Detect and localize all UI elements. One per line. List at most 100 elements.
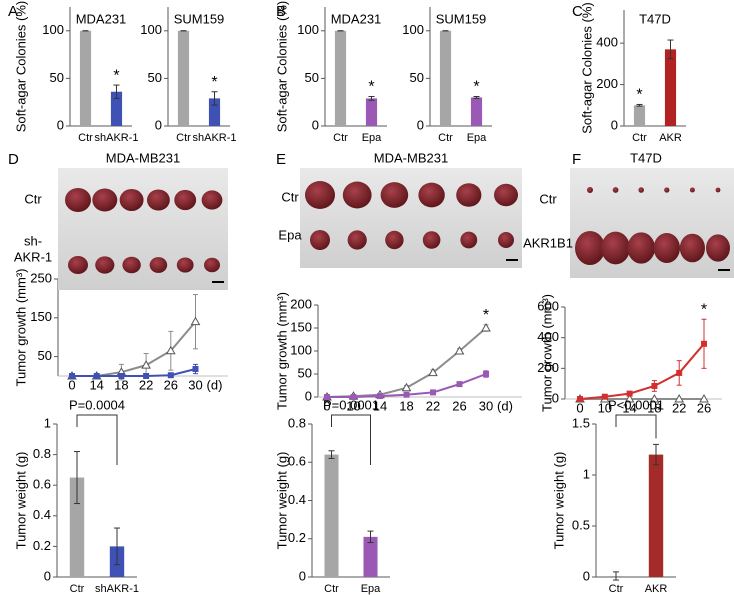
x-tick-label: 0 xyxy=(323,398,330,413)
significance-star: * xyxy=(636,87,642,104)
bar xyxy=(633,105,646,126)
tumor xyxy=(310,230,330,250)
photo-title: MDA-MB231 xyxy=(106,150,180,165)
tumor xyxy=(460,231,478,249)
y-tick-label: 0 xyxy=(57,117,64,132)
tumor xyxy=(456,183,482,207)
marker xyxy=(118,373,125,379)
bar xyxy=(69,477,85,577)
x-tick-label: AKR xyxy=(659,132,682,144)
y-tick-label: 100 xyxy=(42,22,64,37)
x-tick-label: 22 xyxy=(672,400,686,415)
x-tick-label: shAKR-1 xyxy=(95,583,139,595)
panel-letter: A xyxy=(8,3,18,20)
tumor xyxy=(95,256,115,274)
tumor xyxy=(587,187,593,193)
x-tick-label: 10 xyxy=(598,400,612,415)
y-tick-label: 150 xyxy=(30,309,52,324)
chart-title: T47D xyxy=(639,11,671,26)
marker xyxy=(626,390,633,397)
y-axis-label: Tumor weight (g) xyxy=(551,452,566,550)
y-axis-label: Tumor growth (mm³) xyxy=(539,294,554,412)
photo xyxy=(300,168,522,268)
x-tick-label: 14 xyxy=(622,400,636,415)
series-line xyxy=(579,343,705,400)
x-tick-label: 0 xyxy=(576,400,583,415)
marker xyxy=(377,393,383,400)
tumor xyxy=(664,187,670,193)
x-tick-label: Epa xyxy=(361,583,381,595)
marker xyxy=(649,393,660,403)
y-tick-label: 0 xyxy=(312,117,319,132)
bar xyxy=(79,30,92,126)
y-tick-label: 0.2 xyxy=(288,530,306,545)
tumor xyxy=(201,190,223,210)
x-tick-label: Ctr xyxy=(70,583,85,595)
tumor xyxy=(204,257,220,273)
x-tick-label: Ctr xyxy=(609,583,624,595)
x-tick-label: 18 xyxy=(647,400,661,415)
y-tick-label: 0.4 xyxy=(288,492,306,507)
x-tick-label: 0 xyxy=(68,377,75,392)
bar xyxy=(110,91,123,126)
marker xyxy=(454,345,465,355)
marker xyxy=(483,371,489,377)
marker xyxy=(430,389,436,396)
marker xyxy=(624,393,635,403)
y-tick-label: 150 xyxy=(290,319,312,334)
x-tick-label: 10 xyxy=(346,398,360,413)
x-tick-label: 22 xyxy=(426,398,440,413)
tumor xyxy=(347,230,367,250)
photo-title: T47D xyxy=(630,150,662,165)
chart-title: MDA231 xyxy=(331,11,382,26)
x-tick-label: 14 xyxy=(373,398,387,413)
x-tick-label: 22 xyxy=(139,377,153,392)
marker xyxy=(651,382,658,389)
row-label: Ctr xyxy=(24,191,42,206)
x-tick-label: 18 xyxy=(114,377,128,392)
tumor xyxy=(638,187,644,193)
row-label: sh- xyxy=(24,233,42,248)
x-tick-label: AKR xyxy=(645,583,668,595)
y-tick-label: 50 xyxy=(298,365,312,380)
marker xyxy=(676,369,683,376)
y-tick-label: 400 xyxy=(537,329,559,344)
y-tick-label: 0.8 xyxy=(33,446,51,461)
y-tick-label: 50 xyxy=(38,348,52,363)
marker xyxy=(401,382,412,392)
y-axis-label: Tumor weight (g) xyxy=(13,452,28,550)
panel-letter: E xyxy=(276,151,286,168)
x-tick-label: Epa xyxy=(362,132,382,144)
bar xyxy=(334,30,347,126)
x-tick-label: 26 xyxy=(452,398,466,413)
y-tick-label: 50 xyxy=(410,70,424,85)
tumor xyxy=(715,187,721,193)
y-tick-label: 0.8 xyxy=(288,415,306,430)
row-label: Ctr xyxy=(281,189,299,204)
marker xyxy=(93,373,100,379)
significance-star: * xyxy=(473,79,479,96)
marker xyxy=(190,316,201,326)
series-line xyxy=(72,368,196,377)
panel-letter: C xyxy=(572,3,583,20)
marker xyxy=(577,396,583,402)
y-tick-label: 0.5 xyxy=(572,517,590,532)
y-tick-label: 0 xyxy=(417,117,424,132)
bar xyxy=(324,454,339,577)
significance-star: * xyxy=(113,67,119,84)
y-tick-label: 0 xyxy=(44,568,51,583)
bar xyxy=(365,98,378,126)
tumor xyxy=(418,182,445,208)
marker xyxy=(481,322,491,332)
tumor xyxy=(305,181,335,209)
x-tick-label: 14 xyxy=(89,377,103,392)
y-tick-label: 0 xyxy=(552,390,559,405)
tumor xyxy=(146,189,170,211)
x-tick-label: Ctr xyxy=(333,132,348,144)
y-tick-label: 100 xyxy=(140,22,162,37)
marker xyxy=(601,393,608,400)
y-axis-label: Soft-agar Colonies (%) xyxy=(579,2,594,134)
y-axis-label: Tumor weight (g) xyxy=(274,452,289,550)
p-value: P=0.0004 xyxy=(69,397,125,412)
tumor xyxy=(92,188,118,212)
